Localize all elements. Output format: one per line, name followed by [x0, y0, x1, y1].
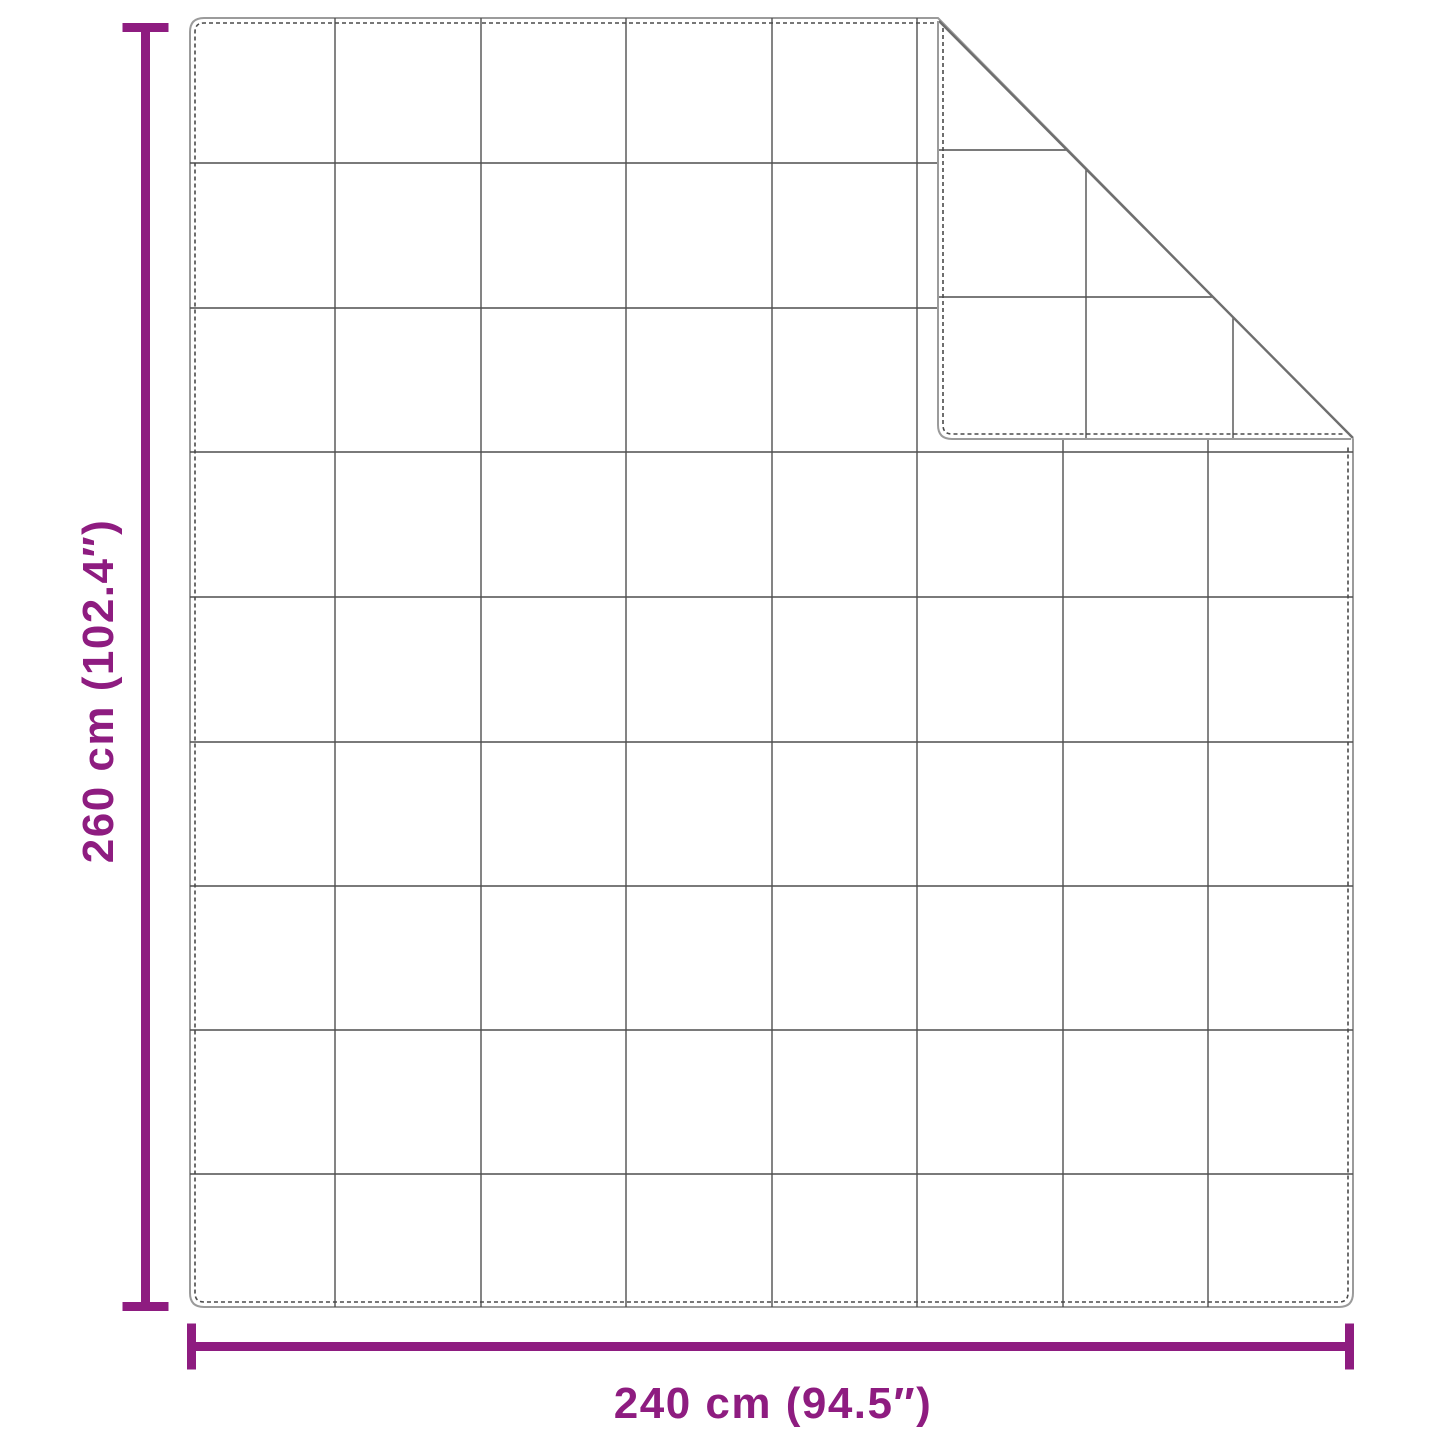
width-dim-right-cap	[1345, 1323, 1354, 1370]
width-dim-left-cap	[187, 1323, 196, 1370]
fold-line	[938, 20, 1354, 439]
width-dim-line	[187, 1342, 1354, 1351]
height-dim-bottom-cap	[122, 1302, 169, 1311]
width-dimension-label: 240 cm (94.5″)	[613, 1379, 933, 1428]
width-dimension-line	[187, 1323, 1354, 1370]
stitched-border	[194, 22, 1349, 1303]
height-dim-line	[141, 23, 150, 1311]
quilt-grid	[190, 18, 1353, 1307]
height-dimension-line	[122, 23, 169, 1311]
height-dimension-label: 260 cm (102.4″)	[74, 518, 123, 864]
height-dim-top-cap	[122, 23, 169, 32]
folded-corner-edge	[937, 21, 1351, 440]
